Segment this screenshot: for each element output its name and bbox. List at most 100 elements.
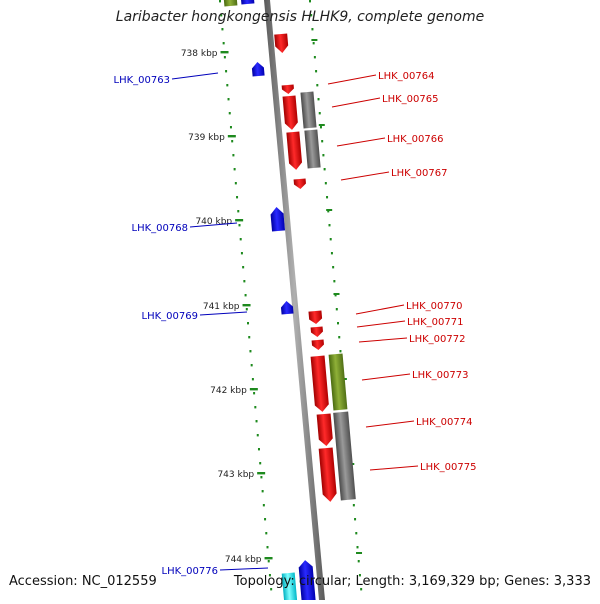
gray-feature (333, 411, 356, 501)
gene-label-forward[interactable]: LHK_00766 (387, 134, 443, 145)
inner-ring-dot (242, 266, 245, 269)
forward-cds-arrow (310, 326, 323, 337)
forward-cds-arrow (311, 339, 324, 350)
outer-ring-dot (360, 588, 363, 591)
inner-ring-dot (248, 336, 251, 339)
inner-ring-dot (237, 210, 240, 213)
outer-ring-dot (309, 0, 311, 3)
gene-label-forward[interactable]: LHK_00764 (378, 71, 434, 82)
inner-ring-dot (233, 168, 236, 171)
inner-ring-dot (221, 28, 224, 31)
inner-ring-dot (239, 238, 242, 241)
reverse-cds-arrow (280, 301, 294, 315)
outer-ring-dot (356, 546, 359, 549)
green-feature (223, 0, 238, 7)
forward-cds-arrow (310, 355, 329, 412)
gene-leader-line (369, 465, 419, 471)
inner-ring-dot (255, 420, 258, 423)
gene-label-reverse[interactable]: LHK_00776 (162, 566, 218, 577)
inner-ring-dot (250, 364, 253, 367)
map-title: Laribacter hongkongensis HLHK9, complete… (115, 9, 485, 25)
outer-ring-dot (323, 168, 326, 171)
gene-leader-line (189, 222, 238, 228)
kbp-tick-label: 739 kbp (188, 133, 225, 143)
outer-ring-dot (315, 70, 318, 73)
inner-ring-dot (232, 154, 235, 157)
inner-ring-dot (231, 140, 234, 143)
outer-ring-dash (326, 209, 333, 211)
kbp-tick-label: 744 kbp (225, 555, 262, 565)
forward-cds-arrow (308, 310, 323, 324)
gene-label-forward[interactable]: LHK_00765 (382, 94, 438, 105)
gene-leader-line (199, 311, 248, 316)
gene-label-reverse[interactable]: LHK_00763 (114, 75, 170, 86)
gene-leader-line (358, 337, 408, 343)
inner-ring-dot (260, 476, 263, 479)
gene-label-forward[interactable]: LHK_00772 (409, 334, 465, 345)
forward-cds-arrow (318, 447, 337, 502)
inner-ring-dot (244, 294, 247, 297)
outer-ring-dot (328, 224, 331, 227)
kbp-tick-mark (264, 557, 273, 560)
outer-ring-dot (322, 154, 325, 157)
inner-ring-dot (256, 434, 259, 437)
inner-ring-dot (219, 0, 221, 3)
gene-label-forward[interactable]: LHK_00773 (412, 370, 468, 381)
outer-ring-dot (311, 28, 314, 31)
inner-ring-dot (261, 490, 264, 493)
outer-ring-dot (332, 266, 335, 269)
forward-cds-arrow (293, 178, 306, 189)
gene-label-forward[interactable]: LHK_00767 (391, 168, 447, 179)
backbone-layer (264, 0, 325, 600)
reverse-cds-arrow (298, 560, 316, 604)
outer-ring-dot (357, 560, 360, 563)
forward-cds-arrow (286, 131, 303, 170)
forward-cds-arrow (282, 95, 298, 130)
inner-ring-dot (225, 70, 228, 73)
gene-label-forward[interactable]: LHK_00775 (420, 462, 476, 473)
inner-ring-dot (229, 126, 232, 129)
outer-ring-dot (317, 98, 320, 101)
reverse-cds-arrow (240, 0, 255, 5)
gene-label-forward[interactable]: LHK_00771 (407, 317, 463, 328)
gene-label-reverse[interactable]: LHK_00768 (132, 223, 188, 234)
kbp-tick-label: 738 kbp (181, 49, 218, 59)
outer-ring-dash (333, 293, 340, 295)
inner-ring-dot (265, 532, 268, 535)
outer-ring-dot (358, 574, 361, 577)
inner-ring-dot (270, 588, 273, 591)
outer-ring-dot (310, 14, 313, 17)
inner-ring-dot (227, 98, 230, 101)
inner-ring-dot (266, 546, 269, 549)
gray-feature (304, 129, 321, 169)
inner-ring-dot (247, 322, 250, 325)
forward-cds-arrow (274, 33, 289, 53)
forward-cds-arrow (316, 413, 333, 446)
inner-ring-dot (267, 560, 270, 563)
gene-label-forward[interactable]: LHK_00774 (416, 417, 472, 428)
reverse-cds-arrow (270, 207, 286, 232)
labels-layer: 738 kbp 739 kbp 740 kbp 741 kbp 742 kbp 743 k… (114, 49, 477, 577)
green-feature (328, 353, 348, 411)
gene-leader-line (327, 74, 377, 85)
outer-ring-dot (326, 196, 329, 199)
outer-ring-dot (338, 336, 341, 339)
outer-ring-dot (321, 140, 324, 143)
inner-ring-dot (264, 518, 267, 521)
inner-ring-dot (220, 14, 223, 17)
inner-ring-dot (226, 84, 229, 87)
outer-ring-dot (330, 252, 333, 255)
outer-ring-dot (316, 84, 319, 87)
outer-ring-dash (356, 552, 363, 554)
gene-leader-line (355, 304, 405, 315)
gene-leader-line (171, 72, 219, 80)
gene-label-forward[interactable]: LHK_00770 (406, 301, 462, 312)
gene-label-reverse[interactable]: LHK_00769 (142, 311, 198, 322)
reverse-cds-arrow (251, 62, 265, 77)
gene-leader-line (365, 420, 415, 428)
outer-ring-dash (318, 124, 325, 126)
gene-leader-line (219, 567, 269, 571)
features-layer (223, 0, 356, 604)
